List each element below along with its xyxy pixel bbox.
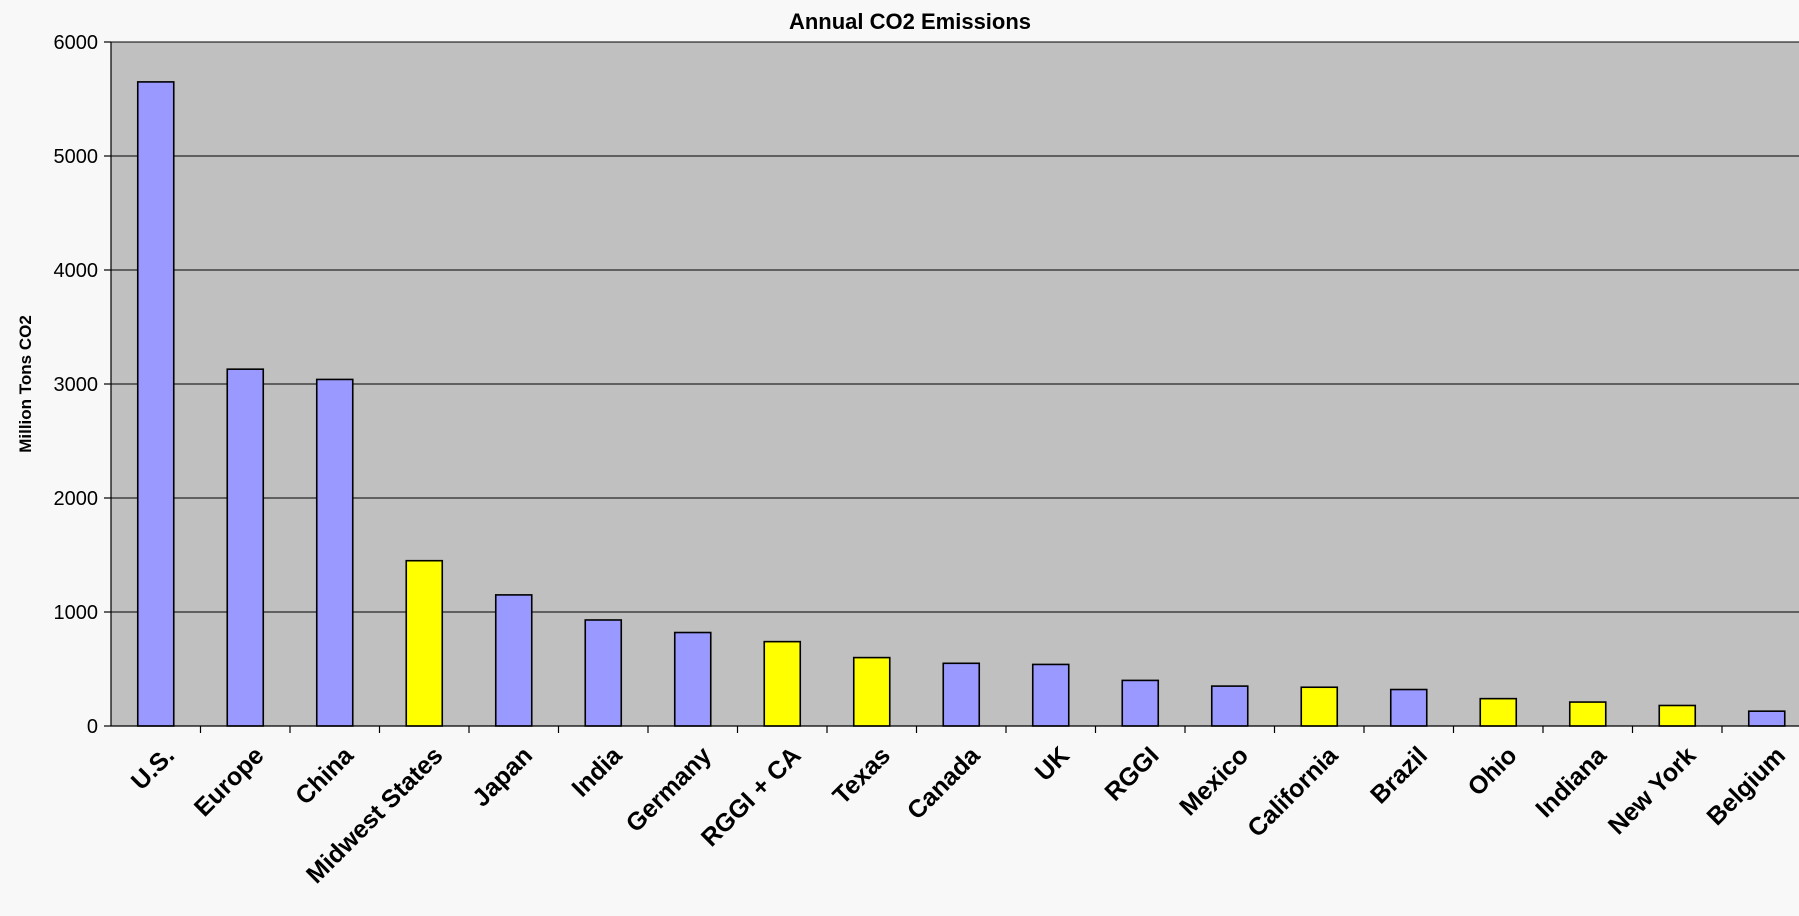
bar-1 bbox=[226, 368, 265, 727]
bar-6 bbox=[673, 631, 712, 727]
x-tick-label: Texas bbox=[827, 741, 896, 810]
bar-14 bbox=[1389, 688, 1428, 727]
x-tick-label: New York bbox=[1603, 741, 1702, 840]
x-tick-label: Belgium bbox=[1701, 741, 1791, 831]
x-tick-label: California bbox=[1242, 741, 1344, 843]
x-tick-label: Brazil bbox=[1365, 741, 1433, 809]
x-tick-label: Germany bbox=[621, 741, 718, 838]
bar-18 bbox=[1747, 710, 1786, 727]
bar-15 bbox=[1479, 697, 1518, 727]
bars bbox=[136, 81, 1786, 727]
y-tick-label: 2000 bbox=[54, 488, 99, 510]
bar-13 bbox=[1300, 686, 1339, 727]
x-tick-label: Canada bbox=[902, 741, 986, 825]
y-tick-label: 6000 bbox=[54, 32, 99, 54]
x-tick-label: U.S. bbox=[126, 741, 180, 795]
bar-0 bbox=[136, 81, 175, 727]
x-tick-label: UK bbox=[1030, 741, 1075, 786]
y-tick-label: 3000 bbox=[54, 374, 99, 396]
y-tick-label: 0 bbox=[87, 716, 98, 738]
bar-5 bbox=[584, 619, 623, 727]
x-tick-label: RGGI bbox=[1100, 741, 1165, 806]
bar-4 bbox=[494, 594, 533, 727]
bar-10 bbox=[1031, 663, 1070, 727]
y-tick-label: 4000 bbox=[54, 260, 99, 282]
x-tick-label: India bbox=[566, 741, 628, 803]
bar-9 bbox=[942, 662, 981, 727]
bar-12 bbox=[1210, 685, 1249, 727]
bar-16 bbox=[1568, 701, 1607, 727]
axes bbox=[104, 41, 1799, 733]
x-tick-label: Indiana bbox=[1530, 741, 1612, 823]
bar-7 bbox=[763, 640, 802, 727]
bar-8 bbox=[852, 656, 891, 727]
gridlines bbox=[111, 41, 1799, 613]
bar-11 bbox=[1121, 679, 1160, 727]
y-tick-label: 1000 bbox=[54, 602, 99, 624]
x-tick-label: Japan bbox=[467, 741, 538, 812]
y-axis-label: Million Tons CO2 bbox=[16, 315, 35, 453]
chart-title: Annual CO2 Emissions bbox=[789, 9, 1031, 34]
x-tick-label: Ohio bbox=[1462, 741, 1522, 801]
y-tick-labels: 0 1000 2000 3000 4000 5000 6000 bbox=[54, 32, 99, 738]
x-tick-label: Europe bbox=[189, 741, 270, 822]
y-tick-label: 5000 bbox=[54, 146, 99, 168]
x-tick-label: Mexico bbox=[1174, 741, 1254, 821]
x-tick-label: China bbox=[290, 741, 360, 811]
bar-2 bbox=[315, 378, 354, 727]
bar-3 bbox=[405, 559, 444, 727]
bar-17 bbox=[1658, 704, 1697, 727]
